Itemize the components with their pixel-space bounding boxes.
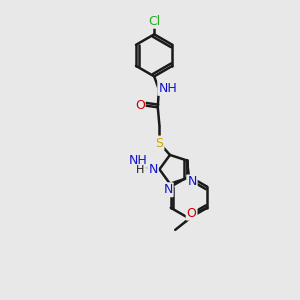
Text: O: O bbox=[187, 206, 196, 220]
Text: NH: NH bbox=[129, 154, 148, 167]
Text: Cl: Cl bbox=[148, 15, 160, 28]
Text: H: H bbox=[136, 165, 145, 176]
Text: N: N bbox=[148, 163, 158, 176]
Text: N: N bbox=[187, 176, 196, 188]
Text: S: S bbox=[155, 136, 164, 150]
Text: NH: NH bbox=[158, 82, 177, 95]
Text: N: N bbox=[163, 183, 173, 196]
Text: O: O bbox=[135, 99, 145, 112]
